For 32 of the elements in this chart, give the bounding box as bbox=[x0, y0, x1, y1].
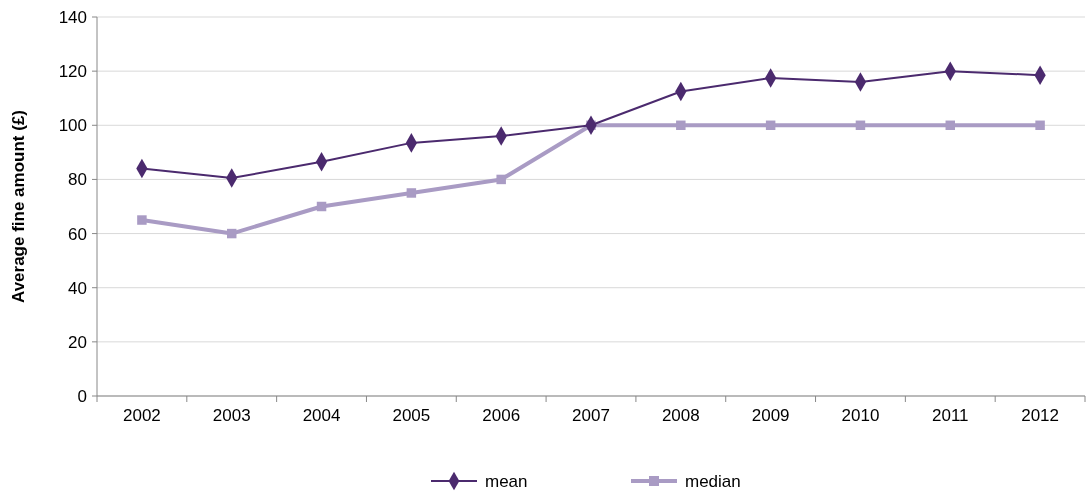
x-tick-label: 2003 bbox=[212, 406, 251, 425]
x-tick-label: 2008 bbox=[661, 406, 700, 425]
point bbox=[676, 120, 686, 131]
x-tick-label: 2007 bbox=[572, 406, 610, 425]
y-tick-label: 40 bbox=[68, 278, 87, 298]
legend-label: median bbox=[685, 471, 741, 491]
x-tick-label: 2004 bbox=[302, 406, 341, 425]
point bbox=[496, 174, 506, 185]
x-tick-label: 2006 bbox=[482, 406, 521, 425]
y-tick-label: 140 bbox=[58, 7, 87, 27]
y-tick-label: 80 bbox=[68, 170, 87, 190]
y-tick-label: 60 bbox=[68, 224, 87, 244]
x-tick-label: 2012 bbox=[1021, 406, 1060, 425]
x-tick-label: 2009 bbox=[751, 406, 790, 425]
x-tick-label: 2002 bbox=[123, 406, 161, 425]
point bbox=[945, 120, 956, 131]
point bbox=[406, 188, 417, 198]
y-tick-label: 120 bbox=[58, 62, 87, 82]
y-tick-label: 0 bbox=[77, 386, 87, 406]
y-axis-title: Average fine amount (£) bbox=[9, 109, 28, 304]
point bbox=[1035, 120, 1045, 131]
point bbox=[765, 120, 776, 131]
legend-label: mean bbox=[485, 471, 528, 491]
point bbox=[137, 215, 147, 225]
y-tick-label: 100 bbox=[58, 116, 87, 136]
y-tick-label: 20 bbox=[68, 332, 87, 352]
point bbox=[226, 228, 237, 239]
point bbox=[316, 201, 327, 212]
point bbox=[855, 120, 866, 131]
x-tick-label: 2005 bbox=[392, 406, 431, 425]
x-tick-label: 2011 bbox=[931, 406, 969, 425]
x-tick-label: 2010 bbox=[841, 406, 880, 425]
